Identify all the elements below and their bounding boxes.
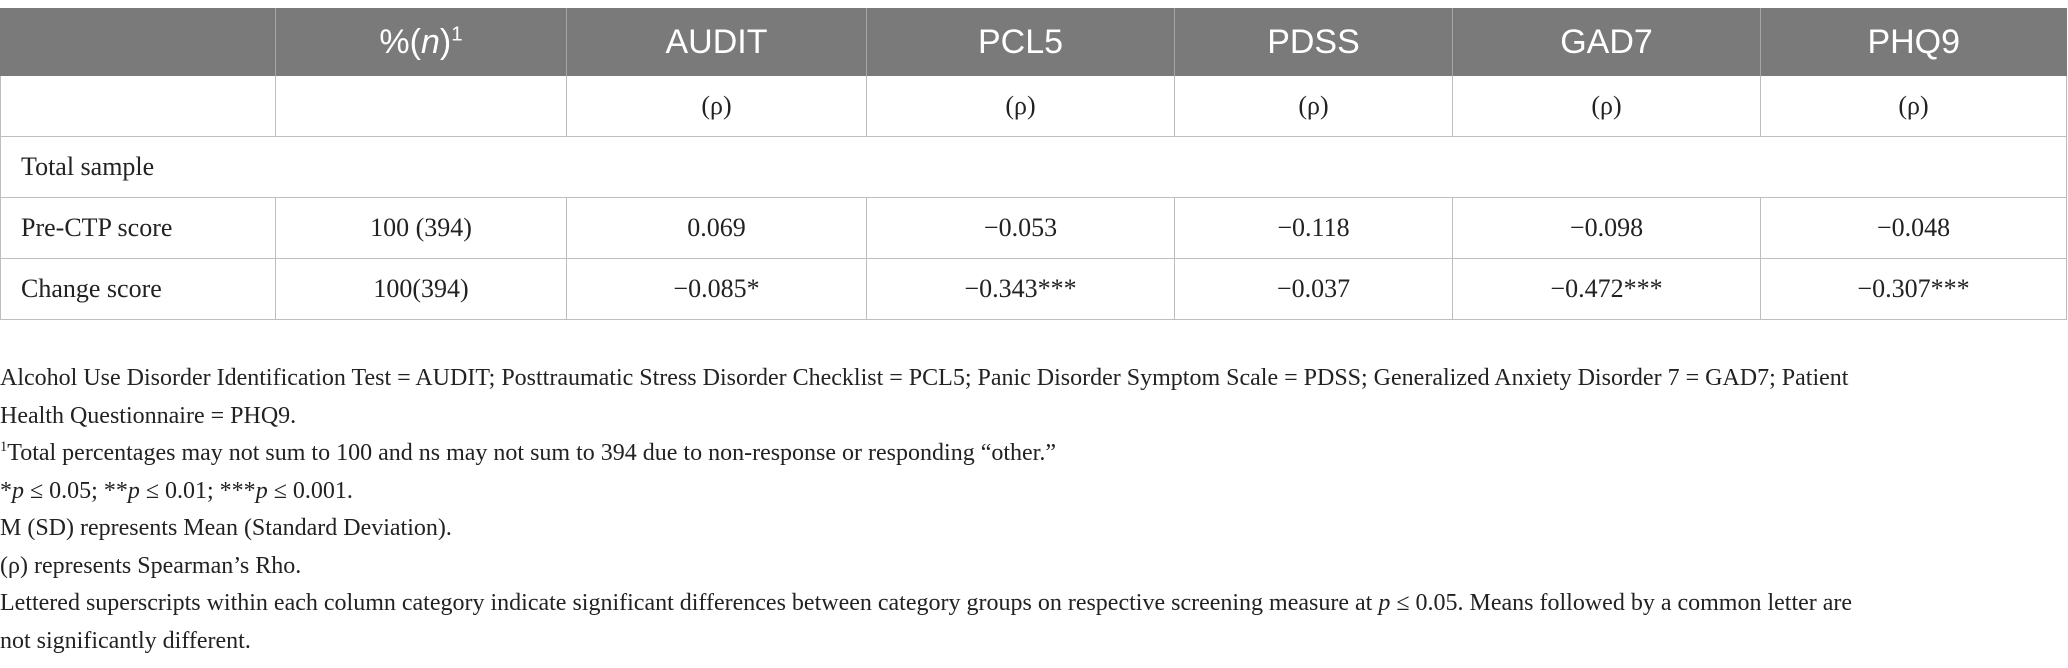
lettered-superscripts-note: Lettered superscripts within each column… xyxy=(0,590,1853,654)
header-pdss: PDSS xyxy=(1174,8,1453,76)
header-audit: AUDIT xyxy=(566,8,867,76)
subheader-cell: (ρ) xyxy=(566,76,867,137)
row-value: 0.069 xyxy=(566,197,867,259)
table-row: Change score 100(394) −0.085* −0.343*** … xyxy=(0,258,2067,320)
significance-note: *p ≤ 0.05; **p ≤ 0.01; ***p ≤ 0.001. xyxy=(0,477,353,504)
header-row: %(n)1 AUDIT PCL5 PDSS GAD7 PHQ9 xyxy=(0,8,2067,76)
row-value: −0.053 xyxy=(866,197,1175,259)
rho-note: (ρ) represents Spearman’s Rho. xyxy=(0,552,302,579)
table-notes: Alcohol Use Disorder Identification Test… xyxy=(0,360,2064,660)
subheader-cell: (ρ) xyxy=(1174,76,1453,137)
subheader-empty-1 xyxy=(0,76,276,137)
correlation-table: %(n)1 AUDIT PCL5 PDSS GAD7 PHQ9 (ρ) (ρ) … xyxy=(0,8,2067,320)
header-empty xyxy=(0,8,276,76)
subheader-cell: (ρ) xyxy=(1452,76,1761,137)
table-row: Pre-CTP score 100 (394) 0.069 −0.053 −0.… xyxy=(0,197,2067,259)
row-label: Change score xyxy=(0,258,276,320)
row-value: −0.048 xyxy=(1760,197,2067,259)
header-percent-n: %(n)1 xyxy=(275,8,567,76)
subheader-row: (ρ) (ρ) (ρ) (ρ) (ρ) xyxy=(0,76,2067,137)
row-value: −0.085* xyxy=(566,258,867,320)
row-percent: 100(394) xyxy=(275,258,567,320)
row-value: −0.098 xyxy=(1452,197,1761,259)
row-percent: 100 (394) xyxy=(275,197,567,259)
msd-note: M (SD) represents Mean (Standard Deviati… xyxy=(0,515,452,541)
subheader-cell: (ρ) xyxy=(866,76,1175,137)
row-label: Pre-CTP score xyxy=(0,197,276,259)
subheader-empty-2 xyxy=(275,76,567,137)
row-value: −0.307*** xyxy=(1760,258,2067,320)
row-value: −0.037 xyxy=(1174,258,1453,320)
row-value: −0.118 xyxy=(1174,197,1453,259)
subheader-cell: (ρ) xyxy=(1760,76,2067,137)
header-gad7: GAD7 xyxy=(1452,8,1761,76)
section-row: Total sample xyxy=(0,136,2067,198)
header-pcl5: PCL5 xyxy=(866,8,1175,76)
row-value: −0.472*** xyxy=(1452,258,1761,320)
row-value: −0.343*** xyxy=(866,258,1175,320)
section-label: Total sample xyxy=(0,136,2067,198)
footnote-1: 1Total percentages may not sum to 100 an… xyxy=(0,439,1056,466)
abbreviations-note: Alcohol Use Disorder Identification Test… xyxy=(0,365,1849,429)
header-phq9: PHQ9 xyxy=(1760,8,2067,76)
